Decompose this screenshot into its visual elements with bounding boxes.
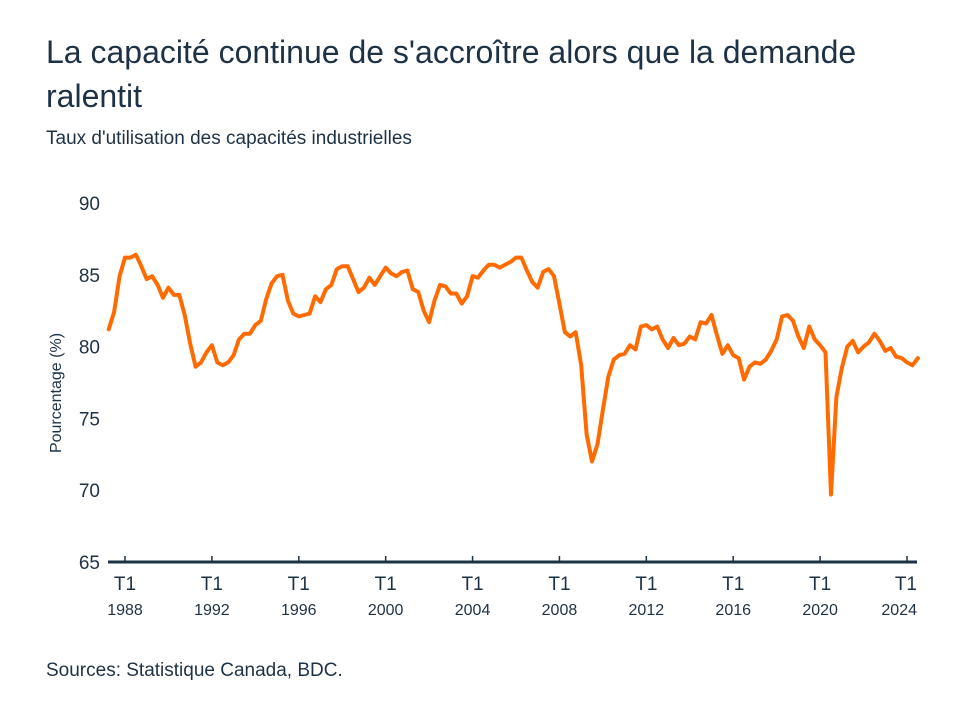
y-tick-label: 70 [79,481,100,502]
y-axis-label: Pourcentage (%) [48,333,65,453]
x-tick-year: 2012 [629,602,665,619]
x-tick-quarter: T1 [375,574,397,595]
x-tick-year: 2004 [455,602,491,619]
y-axis: 90 85 80 75 70 65 [79,194,100,574]
x-tick-year: 1988 [107,602,143,619]
x-tick-quarter: T1 [548,574,570,595]
y-tick-label: 75 [79,409,100,430]
series-line [106,252,920,497]
x-tick-quarter: T1 [201,574,223,595]
x-tick-year: 2020 [802,602,838,619]
x-tick-quarter: T1 [114,574,136,595]
y-tick-label: 65 [79,553,100,574]
x-tick-year: 2000 [368,602,404,619]
source-note: Sources: Statistique Canada, BDC. [46,660,343,681]
x-tick-quarter: T1 [722,574,744,595]
x-tick-quarter: T1 [461,574,483,595]
x-tick-year: 2008 [542,602,578,619]
x-tick-year: 2024 [881,602,917,619]
x-tick-quarter: T1 [635,574,657,595]
chart-subtitle: Taux d'utilisation des capacités industr… [46,128,412,149]
x-tick-year: 1992 [194,602,230,619]
chart-title: La capacité continue de s'accroître alor… [46,34,857,114]
x-axis: T1 1988 T1 1992 T1 1996 T1 2000 T1 2004 T1 2008 T1 20… [107,556,917,619]
x-tick-year: 1996 [281,602,317,619]
y-tick-label: 90 [79,194,100,215]
x-tick-quarter: T1 [809,574,831,595]
x-tick-quarter: T1 [895,574,917,595]
y-tick-label: 85 [79,266,100,287]
x-tick-year: 2016 [715,602,751,619]
y-tick-label: 80 [79,338,100,359]
x-tick-quarter: T1 [288,574,310,595]
